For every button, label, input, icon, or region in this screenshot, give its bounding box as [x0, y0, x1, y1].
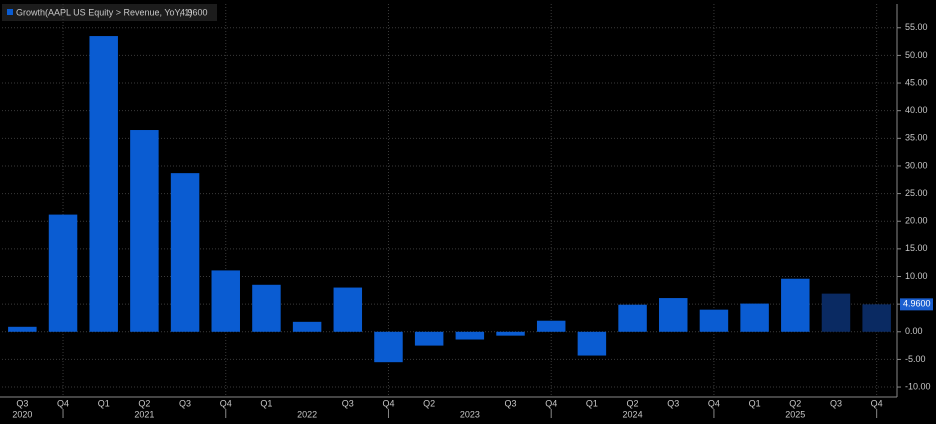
x-year-label: 2023: [460, 409, 480, 419]
x-tick-label: Q3: [342, 398, 354, 408]
x-tick-label: Q4: [871, 398, 883, 408]
x-tick-label: Q3: [16, 398, 28, 408]
bar: [130, 130, 159, 332]
y-tick-label: 50.00: [905, 50, 928, 60]
bar: [89, 36, 118, 332]
bar: [455, 331, 485, 340]
bar: [699, 309, 729, 332]
legend-label: Growth(AAPL US Equity > Revenue, YoY, 1): [16, 7, 192, 17]
x-tick-label: Q4: [220, 398, 232, 408]
y-tick-label: 45.00: [905, 77, 928, 87]
y-tick-label: -5.00: [905, 354, 926, 364]
y-tick-label: 25.00: [905, 188, 928, 198]
x-tick-label: Q4: [545, 398, 557, 408]
legend-value: 4.9600: [180, 7, 208, 17]
bar: [374, 331, 403, 363]
x-year-label: 2024: [623, 409, 643, 419]
x-tick-label: Q2: [423, 398, 435, 408]
x-tick-label: Q3: [179, 398, 191, 408]
y-tick-label: 15.00: [905, 243, 928, 253]
bar: [252, 284, 281, 332]
legend-box: [2, 4, 217, 21]
x-tick-label: Q4: [382, 398, 394, 408]
x-tick-label: Q1: [586, 398, 598, 408]
x-tick-label: Q4: [708, 398, 720, 408]
x-year-label: 2020: [12, 409, 32, 419]
value-label-box: [900, 298, 933, 311]
bar: [618, 304, 647, 332]
bar: [170, 173, 200, 332]
value-label: 4.9600: [903, 299, 931, 309]
x-tick-label: Q3: [667, 398, 679, 408]
bar: [862, 304, 891, 332]
y-tick-label: 0.00: [905, 326, 923, 336]
legend-swatch: [7, 9, 13, 15]
x-tick-label: Q4: [57, 398, 69, 408]
bar: [211, 270, 240, 332]
x-tick-label: Q3: [830, 398, 842, 408]
x-tick-label: Q3: [505, 398, 517, 408]
bar: [496, 331, 525, 336]
y-tick-label: 40.00: [905, 105, 928, 115]
bar: [414, 331, 444, 346]
x-year-label: 2021: [134, 409, 154, 419]
y-tick-label: 35.00: [905, 133, 928, 143]
x-tick-label: Q2: [138, 398, 150, 408]
bar: [48, 214, 78, 332]
bar: [781, 278, 810, 332]
x-tick-label: Q1: [98, 398, 110, 408]
x-tick-label: Q2: [789, 398, 801, 408]
y-tick-label: 10.00: [905, 271, 928, 281]
x-year-label: 2025: [785, 409, 805, 419]
bar: [821, 293, 851, 332]
x-tick-label: Q1: [749, 398, 761, 408]
y-tick-label: 30.00: [905, 160, 928, 170]
bar: [292, 321, 322, 332]
y-tick-label: -10.00: [905, 381, 931, 391]
x-year-label: 2022: [297, 409, 317, 419]
bar: [577, 331, 607, 356]
x-tick-label: Q1: [260, 398, 272, 408]
y-tick-label: 20.00: [905, 216, 928, 226]
bar: [8, 326, 37, 332]
x-tick-label: Q2: [627, 398, 639, 408]
bar: [333, 287, 363, 332]
bar: [536, 320, 566, 332]
bar: [740, 303, 769, 332]
y-tick-label: 55.00: [905, 22, 928, 32]
bar: [659, 298, 688, 332]
